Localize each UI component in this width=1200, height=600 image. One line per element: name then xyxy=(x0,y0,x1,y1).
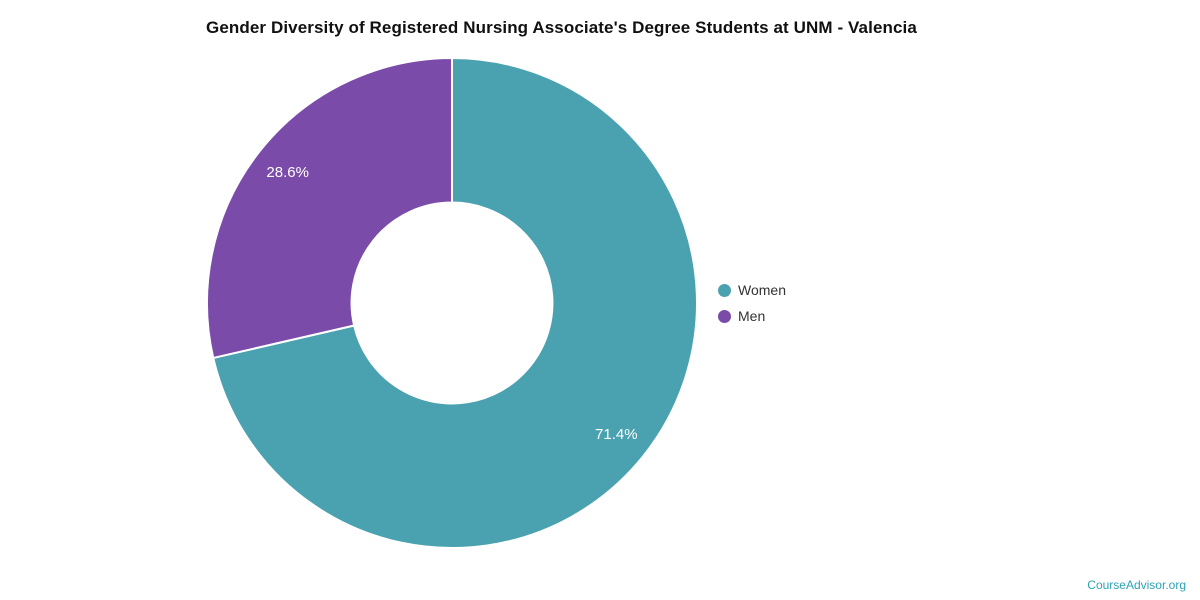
slice-label-women: 71.4% xyxy=(595,426,638,443)
courseadvisor-link[interactable]: CourseAdvisor.org xyxy=(1087,578,1186,592)
legend-item-women[interactable]: Women xyxy=(718,280,786,300)
legend-label-women: Women xyxy=(738,282,786,298)
legend-marker-women-icon xyxy=(718,283,731,297)
legend-marker-men-icon xyxy=(718,309,731,323)
legend-item-men[interactable]: Men xyxy=(718,306,786,326)
slice-label-men: 28.6% xyxy=(266,164,309,181)
pie-slice-women[interactable] xyxy=(212,56,698,549)
pie-slice-men[interactable] xyxy=(206,56,453,360)
legend-label-men: Men xyxy=(738,308,766,324)
chart-title: Gender Diversity of Registered Nursing A… xyxy=(206,18,917,37)
legend: Women Men xyxy=(718,280,786,326)
